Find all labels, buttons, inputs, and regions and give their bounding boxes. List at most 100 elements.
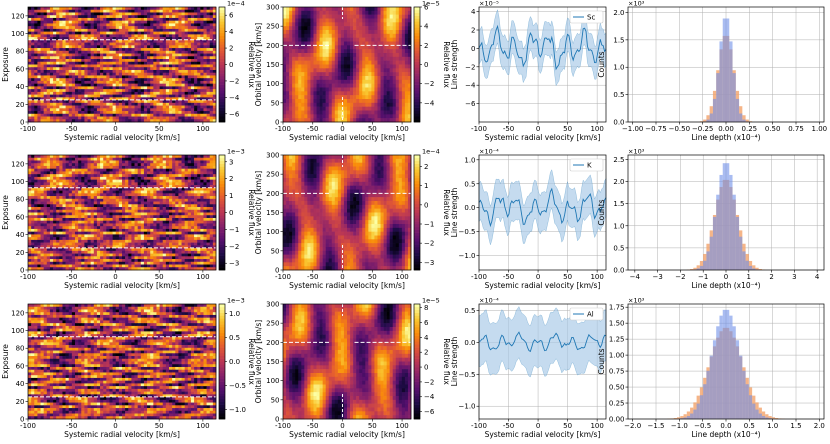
heatmap-cell (402, 91, 405, 95)
heatmap-cell (362, 45, 365, 49)
heatmap-cell (203, 54, 206, 57)
heatmap-cell (147, 174, 150, 177)
heatmap-cell (188, 92, 191, 95)
colorbar-segment (414, 21, 420, 24)
exponent-label: ×10⁻⁵ (479, 0, 499, 8)
heatmap-cell (66, 158, 69, 161)
heatmap-cell (175, 51, 178, 54)
heatmap-cell (289, 76, 292, 80)
heatmap-cell (128, 169, 131, 172)
heatmap-cell (310, 65, 313, 69)
heatmap-cell (402, 99, 405, 103)
heatmap-cell (156, 174, 159, 177)
heatmap-cell (350, 53, 353, 57)
heatmap-cell (191, 73, 194, 76)
heatmap-cell (188, 84, 191, 87)
heatmap-cell (390, 99, 393, 103)
heatmap-cell (62, 89, 65, 92)
colorbar-tick-label: −4 (424, 99, 435, 107)
heatmap-cell (326, 114, 329, 118)
heatmap-cell (44, 191, 47, 194)
heatmap-cell (81, 89, 84, 92)
heatmap-cell (156, 29, 159, 32)
heatmap-cell (163, 163, 166, 166)
heatmap-cell (182, 171, 185, 174)
heatmap-cell (160, 191, 163, 194)
heatmap-cell (175, 18, 178, 21)
heatmap-cell (344, 26, 347, 30)
heatmap-cell (292, 15, 295, 19)
heatmap-cell (353, 15, 356, 19)
heatmap-cell (69, 86, 72, 89)
heatmap-cell (128, 89, 131, 92)
heatmap-cell (125, 155, 128, 158)
heatmap-cell (329, 49, 332, 53)
heatmap-cell (286, 65, 289, 69)
heatmap-cell (396, 107, 399, 111)
heatmap-cell (97, 114, 100, 117)
heatmap-cell (144, 193, 147, 196)
heatmap-cell (78, 75, 81, 78)
heatmap-cell (307, 53, 310, 57)
heatmap-cell (359, 76, 362, 80)
heatmap-cell (368, 11, 371, 15)
heatmap-cell (66, 59, 69, 62)
heatmap-cell (197, 45, 200, 48)
heatmap-cell (109, 155, 112, 158)
heatmap-cell (317, 114, 320, 118)
heatmap-cell (341, 19, 344, 23)
heatmap-cell (135, 103, 138, 106)
heatmap-cell (347, 26, 350, 30)
heatmap-cell (138, 7, 141, 10)
heatmap-cell (387, 103, 390, 107)
heatmap-cell (368, 53, 371, 57)
colorbar-segment (219, 111, 225, 114)
heatmap-cell (160, 23, 163, 26)
heatmap-cell (122, 48, 125, 51)
heatmap-cell (66, 67, 69, 70)
heatmap-cell (141, 34, 144, 37)
heatmap-cell (122, 174, 125, 177)
heatmap-cell (34, 23, 37, 26)
heatmap-cell (163, 15, 166, 18)
heatmap-cell (119, 193, 122, 196)
heatmap-cell (329, 61, 332, 65)
heatmap-cell (113, 10, 116, 13)
heatmap-cell (384, 76, 387, 80)
heatmap-cell (81, 158, 84, 161)
heatmap-cell (313, 38, 316, 42)
heatmap-cell (78, 188, 81, 191)
heatmap-cell (169, 78, 172, 81)
heatmap-cell (188, 182, 191, 185)
heatmap-cell (207, 188, 210, 191)
heatmap-cell (283, 38, 286, 42)
heatmap-cell (37, 45, 40, 48)
heatmap-cell (41, 169, 44, 172)
heatmap-cell (100, 43, 103, 46)
heatmap-cell (84, 40, 87, 43)
heatmap-cell (178, 54, 181, 57)
heatmap-cell (78, 73, 81, 76)
heatmap-cell (103, 48, 106, 51)
heatmap-cell (185, 54, 188, 57)
heatmap-cell (153, 182, 156, 185)
heatmap-cell (100, 12, 103, 15)
heatmap-cell (150, 65, 153, 68)
heatmap-cell (44, 111, 47, 114)
heatmap-cell (34, 12, 37, 15)
heatmap-cell (182, 155, 185, 158)
heatmap-cell (298, 53, 301, 57)
heatmap-cell (301, 103, 304, 107)
heatmap-cell (172, 59, 175, 62)
heatmap-cell (44, 29, 47, 32)
heatmap-cell (203, 111, 206, 114)
heatmap-cell (56, 174, 59, 177)
heatmap-cell (310, 11, 313, 15)
heatmap-cell (28, 26, 31, 29)
heatmap-cell (78, 108, 81, 111)
colorbar-segment (414, 42, 420, 45)
heatmap-cell (34, 65, 37, 68)
heatmap-cell (62, 34, 65, 37)
heatmap-cell (172, 114, 175, 117)
heatmap-cell (113, 171, 116, 174)
